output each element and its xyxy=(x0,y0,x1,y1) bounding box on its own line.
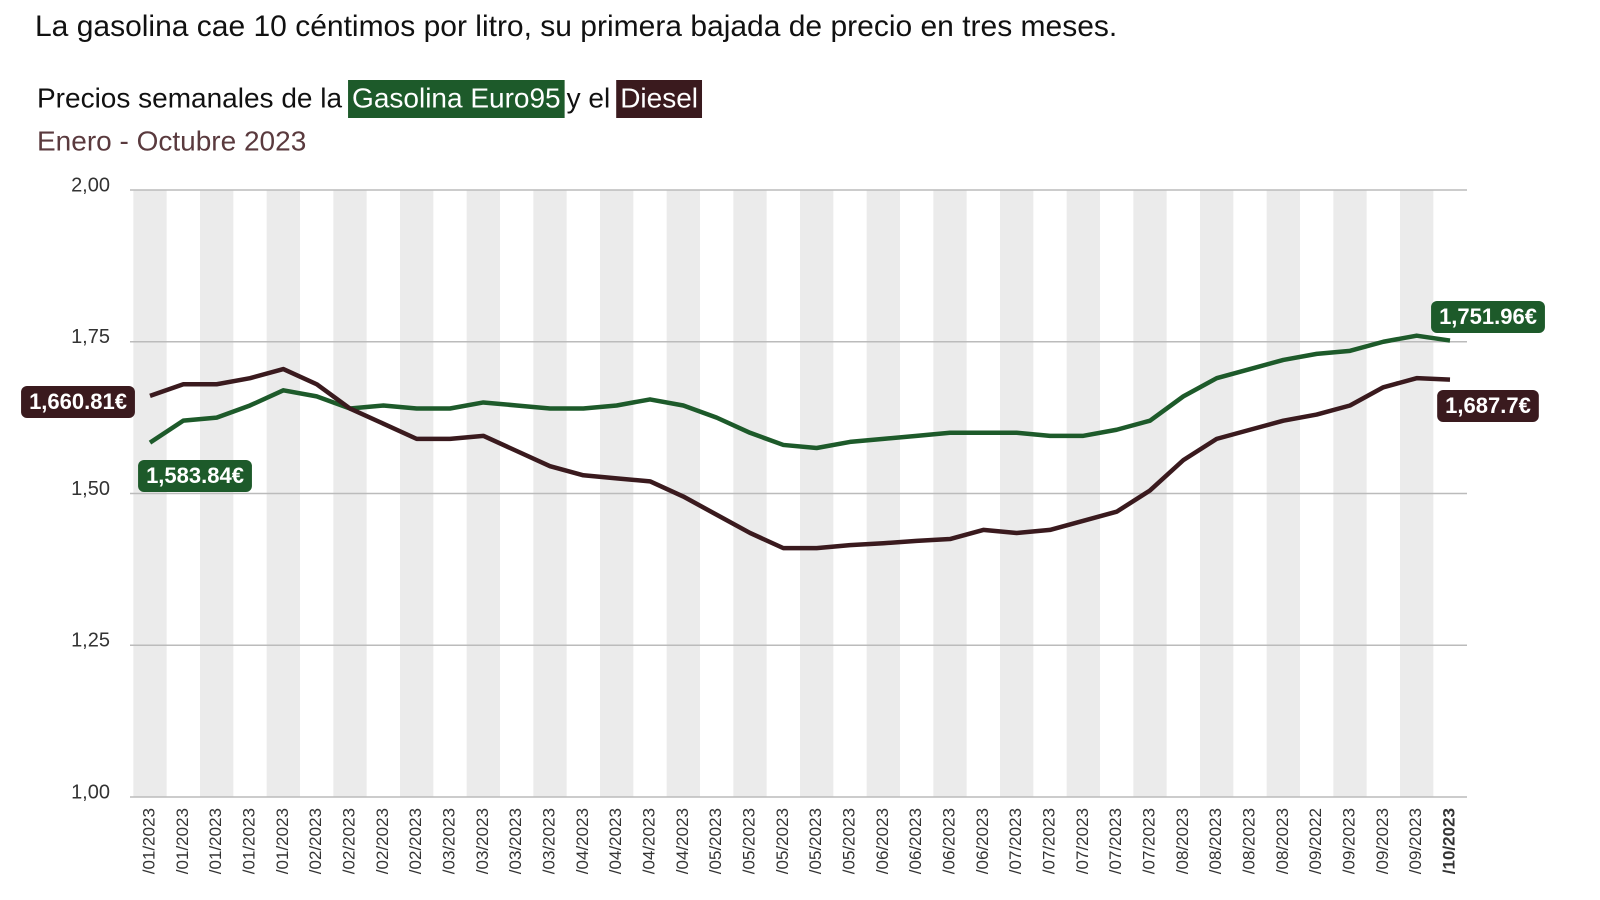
x-tick-label: /01/2023 xyxy=(139,808,158,874)
x-tick-label: /09/2023 xyxy=(1373,808,1392,874)
data-label-text: 1,751.96€ xyxy=(1439,304,1537,329)
x-tick-label: /08/2023 xyxy=(1239,808,1258,874)
legend-label: Gasolina Euro95 xyxy=(352,82,561,113)
x-tick-label: /03/2023 xyxy=(506,808,525,874)
subtitle: Precios semanales de la Gasolina Euro95 y … xyxy=(37,80,703,118)
subtitle-text: Precios semanales de la xyxy=(37,82,342,113)
x-tick-label: /08/2023 xyxy=(1206,808,1225,874)
data-label-text: 1,687.7€ xyxy=(1445,393,1531,418)
x-tick-label: /05/2023 xyxy=(773,808,792,874)
x-tick-label: /06/2023 xyxy=(873,808,892,874)
x-tick-label: /02/2023 xyxy=(339,808,358,874)
data-label-bg xyxy=(1437,390,1539,422)
x-tick-label: /01/2023 xyxy=(273,808,292,874)
date-range: Enero - Octubre 2023 xyxy=(37,125,306,156)
x-tick-label: /07/2023 xyxy=(1073,808,1092,874)
series-line xyxy=(149,366,1451,551)
x-tick-label: /04/2023 xyxy=(673,808,692,874)
x-tick-label: /09/2022 xyxy=(1306,808,1325,874)
x-tick-label: /07/2023 xyxy=(1106,808,1125,874)
y-tick-label: 1,25 xyxy=(71,630,110,652)
x-tick-label: /07/2023 xyxy=(1139,808,1158,874)
x-tick-label: /05/2023 xyxy=(706,808,725,874)
y-tick-label: 1,75 xyxy=(71,326,110,348)
x-tick-label: /04/2023 xyxy=(573,808,592,874)
x-tick-label: /07/2023 xyxy=(1006,808,1025,874)
x-tick-label: /06/2023 xyxy=(906,808,925,874)
x-tick-label: /08/2023 xyxy=(1273,808,1292,874)
legend-label: Diesel xyxy=(620,82,698,113)
subtitle-text: y el xyxy=(567,82,611,113)
x-tick-label: /04/2023 xyxy=(639,808,658,874)
legend-swatch xyxy=(348,80,565,118)
data-label: 1,583.84€ xyxy=(138,460,252,492)
x-tick-label: /03/2023 xyxy=(539,808,558,874)
x-tick-label: /04/2023 xyxy=(606,808,625,874)
data-label-bg xyxy=(21,386,135,418)
x-tick-label: /02/2023 xyxy=(406,808,425,874)
x-tick-label: /09/2023 xyxy=(1339,808,1358,874)
legend-swatch xyxy=(616,80,703,118)
x-tick-label: /06/2023 xyxy=(973,808,992,874)
data-label-bg xyxy=(138,460,252,492)
y-tick-label: 2,00 xyxy=(71,174,110,196)
x-tick-label: /02/2023 xyxy=(373,808,392,874)
data-label: 1,660.81€ xyxy=(21,386,135,418)
data-label-text: 1,660.81€ xyxy=(29,389,127,414)
x-tick-label: /01/2023 xyxy=(173,808,192,874)
data-label: 1,687.7€ xyxy=(1437,390,1539,422)
x-tick-label: /02/2023 xyxy=(306,808,325,874)
y-tick-label: 1,50 xyxy=(71,478,110,500)
x-tick-label: /01/2023 xyxy=(206,808,225,874)
series-line xyxy=(148,333,1451,451)
x-tick-label: /10/2023 xyxy=(1439,808,1458,874)
x-tick-label: /08/2023 xyxy=(1173,808,1192,874)
x-tick-label: /09/2023 xyxy=(1406,808,1425,874)
x-tick-label: /05/2023 xyxy=(806,808,825,874)
chart-title: La gasolina cae 10 céntimos por litro, s… xyxy=(35,10,1117,43)
x-tick-label: /05/2023 xyxy=(739,808,758,874)
x-tick-label: /06/2023 xyxy=(939,808,958,874)
x-tick-label: /07/2023 xyxy=(1039,808,1058,874)
x-tick-label: /03/2023 xyxy=(439,808,458,874)
data-label: 1,751.96€ xyxy=(1431,301,1545,333)
data-label-bg xyxy=(1431,301,1545,333)
x-tick-label: /03/2023 xyxy=(473,808,492,874)
x-tick-label: /05/2023 xyxy=(839,808,858,874)
x-tick-label: /01/2023 xyxy=(239,808,258,874)
y-tick-label: 1,00 xyxy=(71,781,110,803)
data-label-text: 1,583.84€ xyxy=(146,463,244,488)
